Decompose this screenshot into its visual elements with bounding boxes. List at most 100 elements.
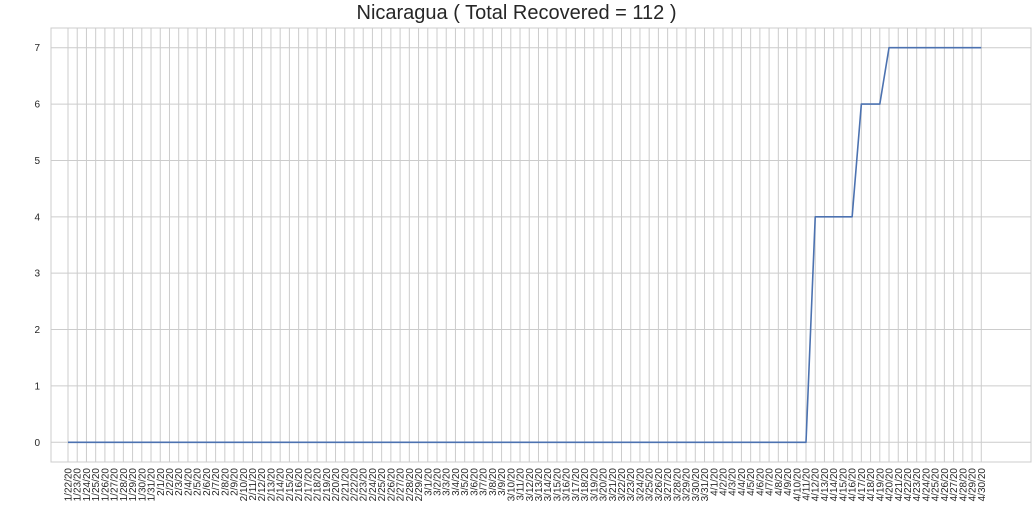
x-tick-label: 3/16/20 <box>562 468 573 502</box>
x-tick-label: 1/27/20 <box>110 468 121 502</box>
grid <box>51 28 1031 462</box>
x-tick-label: 4/18/20 <box>866 468 877 502</box>
x-tick-label: 1/31/20 <box>147 468 158 502</box>
x-tick-label: 3/27/20 <box>663 468 674 502</box>
x-tick-label: 2/13/20 <box>266 468 277 502</box>
x-tick-label: 3/22/20 <box>617 468 628 502</box>
series-line <box>68 46 982 444</box>
x-tick-label: 2/18/20 <box>313 468 324 502</box>
x-tick-label: 4/24/20 <box>921 468 932 502</box>
x-tick-label: 1/29/20 <box>128 468 139 502</box>
x-tick-label: 3/15/20 <box>552 468 563 502</box>
x-tick-label: 4/19/20 <box>875 468 886 502</box>
x-tick-label: 3/23/20 <box>626 468 637 502</box>
x-tick-label: 2/19/20 <box>322 468 333 502</box>
x-tick-label: 4/13/20 <box>820 468 831 502</box>
x-tick-label: 4/16/20 <box>848 468 859 502</box>
x-tick-label: 3/29/20 <box>682 468 693 502</box>
x-tick-label: 3/19/20 <box>589 468 600 502</box>
x-tick-label: 4/23/20 <box>912 468 923 502</box>
y-tick-label: 6 <box>34 100 40 111</box>
y-tick-label: 2 <box>34 325 40 336</box>
x-tick-label: 2/10/20 <box>239 468 250 502</box>
x-tick-label: 4/3/20 <box>728 468 739 496</box>
x-tick-label: 4/4/20 <box>737 468 748 496</box>
x-tick-label: 2/11/20 <box>248 468 259 501</box>
x-tick-label: 2/4/20 <box>183 468 194 496</box>
x-tick-label: 2/29/20 <box>414 468 425 502</box>
x-tick-label: 4/1/20 <box>709 468 720 496</box>
chart-title: Nicaragua ( Total Recovered = 112 ) <box>356 2 677 24</box>
x-tick-label: 2/6/20 <box>202 468 213 496</box>
x-tick-label: 2/12/20 <box>257 468 268 502</box>
x-tick-label: 4/6/20 <box>755 468 766 496</box>
x-tick-label: 3/10/20 <box>506 468 517 502</box>
x-tick-label: 1/23/20 <box>73 468 84 502</box>
x-tick-label: 4/25/20 <box>931 468 942 502</box>
x-tick-label: 4/11/20 <box>802 468 813 501</box>
x-tick-label: 3/17/20 <box>571 468 582 502</box>
plot-frame <box>50 27 1032 463</box>
x-tick-label: 4/12/20 <box>811 468 822 502</box>
x-tick-label: 2/24/20 <box>368 468 379 502</box>
x-tick-label: 2/20/20 <box>331 468 342 502</box>
x-tick-label: 2/3/20 <box>174 468 185 496</box>
x-tick-label: 2/9/20 <box>230 468 241 496</box>
y-tick-label: 4 <box>34 212 40 223</box>
x-tick-label: 4/7/20 <box>765 468 776 496</box>
x-tick-label: 3/28/20 <box>672 468 683 502</box>
x-tick-label: 4/28/20 <box>958 468 969 502</box>
x-tick-label: 2/16/20 <box>294 468 305 502</box>
x-tick-label: 2/5/20 <box>193 468 204 496</box>
x-tick-label: 2/27/20 <box>396 468 407 502</box>
x-tick-label: 4/15/20 <box>838 468 849 502</box>
x-tick-label: 2/21/20 <box>340 468 351 502</box>
x-tick-label: 3/20/20 <box>599 468 610 502</box>
y-tick-label: 3 <box>34 269 40 280</box>
y-axis: 0 1 2 3 4 5 6 7 <box>34 43 40 449</box>
x-tick-label: 2/8/20 <box>220 468 231 496</box>
x-tick-label: 2/15/20 <box>285 468 296 502</box>
x-tick-label: 2/1/20 <box>156 468 167 496</box>
x-tick-label: 3/1/20 <box>423 468 434 496</box>
x-tick-label: 3/8/20 <box>488 468 499 496</box>
x-tick-label: 2/17/20 <box>303 468 314 502</box>
x-tick-label: 2/25/20 <box>377 468 388 502</box>
x-tick-label: 4/30/20 <box>977 468 988 502</box>
x-tick-label: 3/21/20 <box>608 468 619 502</box>
x-tick-label: 3/4/20 <box>451 468 462 496</box>
x-tick-label: 2/14/20 <box>276 468 287 502</box>
x-tick-label: 4/10/20 <box>792 468 803 502</box>
x-tick-label: 1/24/20 <box>82 468 93 502</box>
y-tick-label: 5 <box>34 156 40 167</box>
x-tick-label: 3/5/20 <box>460 468 471 496</box>
y-tick-label: 7 <box>34 43 40 54</box>
x-tick-label: 4/14/20 <box>829 468 840 502</box>
x-tick-label: 3/31/20 <box>700 468 711 502</box>
x-tick-label: 3/30/20 <box>691 468 702 502</box>
x-tick-label: 3/3/20 <box>442 468 453 496</box>
x-tick-label: 4/9/20 <box>783 468 794 496</box>
x-tick-label: 1/25/20 <box>91 468 102 502</box>
x-tick-label: 1/26/20 <box>100 468 111 502</box>
x-tick-label: 2/22/20 <box>349 468 360 502</box>
x-tick-label: 2/23/20 <box>359 468 370 502</box>
x-tick-label: 4/21/20 <box>894 468 905 502</box>
series-layer <box>68 46 982 444</box>
x-tick-label: 3/9/20 <box>497 468 508 496</box>
x-tick-label: 3/12/20 <box>525 468 536 502</box>
x-tick-label: 4/5/20 <box>746 468 757 496</box>
x-tick-label: 1/30/20 <box>137 468 148 502</box>
x-tick-label: 3/7/20 <box>479 468 490 496</box>
x-tick-label: 2/7/20 <box>211 468 222 496</box>
x-tick-label: 4/27/20 <box>949 468 960 502</box>
y-tick-label: 1 <box>34 381 40 392</box>
x-tick-label: 3/18/20 <box>580 468 591 502</box>
x-tick-label: 3/13/20 <box>534 468 545 502</box>
x-tick-label: 3/25/20 <box>645 468 656 502</box>
x-tick-label: 3/26/20 <box>654 468 665 502</box>
x-tick-label: 3/6/20 <box>469 468 480 496</box>
x-tick-label: 3/14/20 <box>543 468 554 502</box>
x-tick-label: 4/20/20 <box>885 468 896 502</box>
